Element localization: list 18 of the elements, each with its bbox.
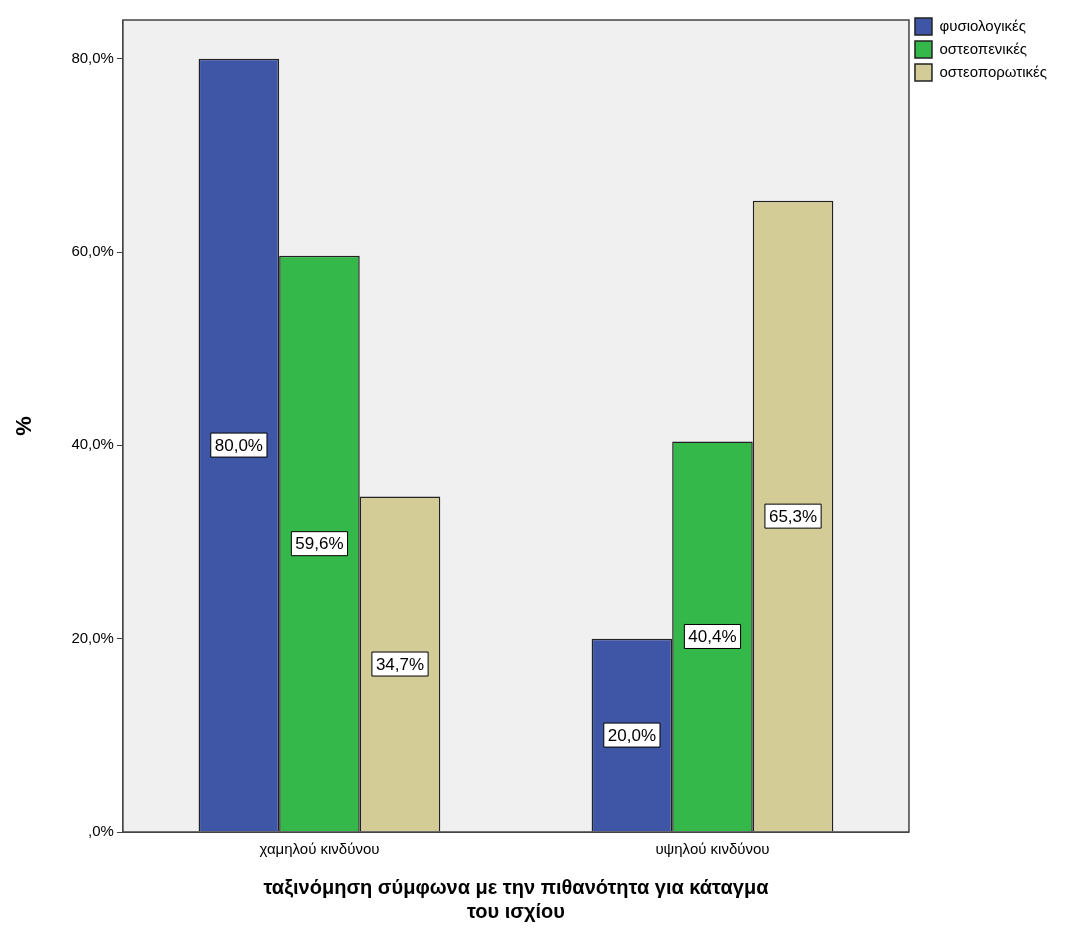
data-label: 34,7% [375, 654, 425, 674]
x-tick-label: χαμηλού κινδύνου [259, 840, 380, 858]
legend-label: οστεοπενικές [939, 39, 1028, 57]
y-tick-label: ,0% [88, 822, 114, 840]
data-label: 80,0% [214, 435, 263, 455]
data-label: 59,6% [295, 534, 344, 554]
y-tick-label: 60,0% [71, 242, 114, 260]
y-tick-label: 80,0% [71, 48, 114, 66]
data-label: 40,4% [688, 627, 737, 647]
legend-label: φυσιολογικές [939, 16, 1026, 34]
x-tick-label: υψηλού κινδύνου [655, 840, 770, 858]
y-axis-title: % [11, 416, 37, 436]
x-axis-title: ταξινόμηση σύμφωνα με την πιθανότητα για κάταγμα του ισχίου [263, 875, 770, 922]
data-label: 65,3% [768, 506, 818, 526]
y-tick-label: 20,0% [71, 628, 114, 646]
legend-label: οστεοπορωτικές [939, 62, 1047, 80]
y-tick-label: 40,0% [71, 435, 114, 453]
data-label: 20,0% [607, 725, 656, 745]
